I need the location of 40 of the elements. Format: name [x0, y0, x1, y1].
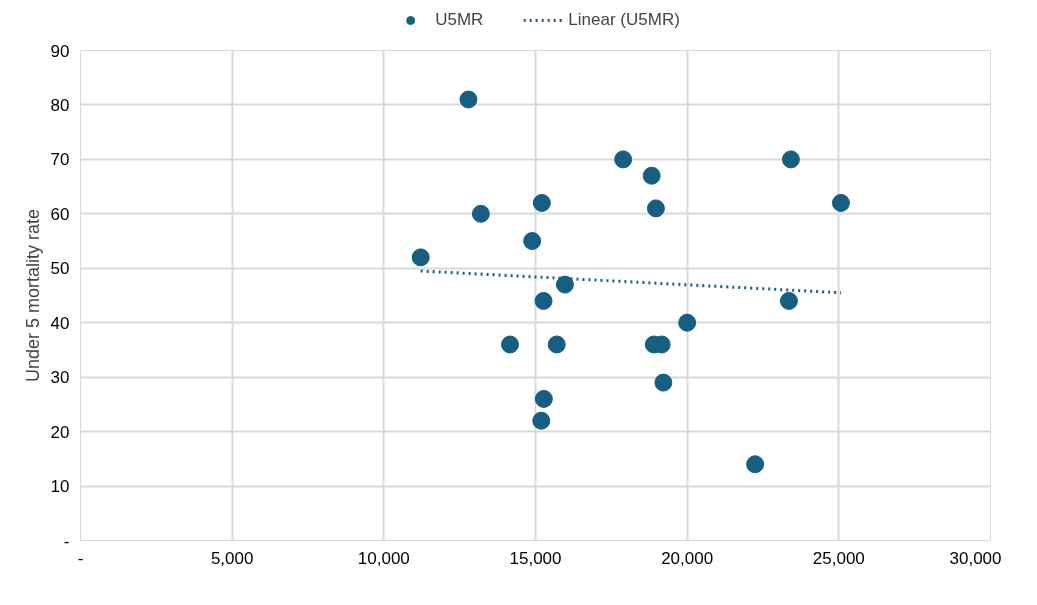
y-tick-label: 70	[50, 150, 70, 170]
y-tick-label: 60	[50, 204, 70, 224]
x-tick-label: 10,000	[357, 548, 410, 568]
point	[555, 275, 574, 294]
point	[534, 389, 553, 408]
point	[646, 199, 665, 218]
legend-label: Linear (U5MR)	[568, 10, 680, 30]
x-tick-label: -	[77, 548, 84, 568]
point	[831, 193, 850, 212]
x-tick-label: 5,000	[210, 548, 254, 568]
x-tick-label: 30,000	[949, 548, 1002, 568]
y-tick-label: 40	[50, 313, 70, 333]
x-tick-label: 15,000	[509, 548, 562, 568]
point	[532, 193, 551, 212]
point	[501, 335, 520, 354]
point	[411, 248, 430, 267]
point	[534, 291, 553, 310]
y-tick-label: 90	[50, 41, 70, 61]
y-tick-label: 30	[50, 368, 70, 388]
point	[471, 204, 490, 223]
point	[678, 313, 697, 332]
point	[614, 150, 633, 169]
point	[523, 232, 542, 251]
y-axis-title: Under 5 mortality rate	[22, 208, 43, 383]
y-tick-label: -	[63, 531, 70, 551]
point	[459, 90, 478, 109]
point	[779, 291, 798, 310]
y-tick-label: 50	[50, 259, 70, 279]
point	[746, 455, 765, 474]
x-tick-label: 25,000	[812, 548, 865, 568]
point	[781, 150, 800, 169]
y-tick-label: 20	[50, 422, 70, 442]
x-tick-label: 20,000	[661, 548, 714, 568]
legend-label: U5MR	[435, 10, 484, 30]
y-tick-label: 80	[50, 95, 70, 115]
point	[547, 335, 566, 354]
point	[654, 373, 673, 392]
point	[642, 166, 661, 185]
y-tick-label: 10	[50, 477, 70, 497]
point	[532, 411, 551, 430]
